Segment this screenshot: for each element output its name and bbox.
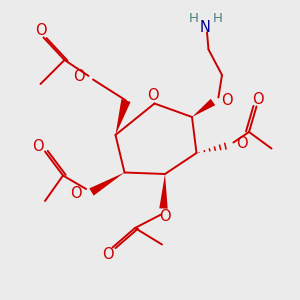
Text: O: O — [252, 92, 264, 107]
Text: O: O — [102, 247, 114, 262]
Polygon shape — [192, 99, 215, 117]
Text: O: O — [147, 88, 159, 103]
Text: O: O — [35, 23, 46, 38]
Text: O: O — [73, 69, 85, 84]
Text: O: O — [32, 140, 44, 154]
Text: O: O — [70, 186, 82, 201]
Text: O: O — [221, 93, 233, 108]
Text: H: H — [189, 11, 199, 25]
Polygon shape — [116, 99, 130, 135]
Polygon shape — [159, 174, 168, 209]
Text: O: O — [236, 136, 248, 151]
Text: N: N — [200, 20, 211, 34]
Text: H: H — [213, 11, 222, 25]
Text: O: O — [159, 209, 171, 224]
Polygon shape — [89, 172, 124, 196]
